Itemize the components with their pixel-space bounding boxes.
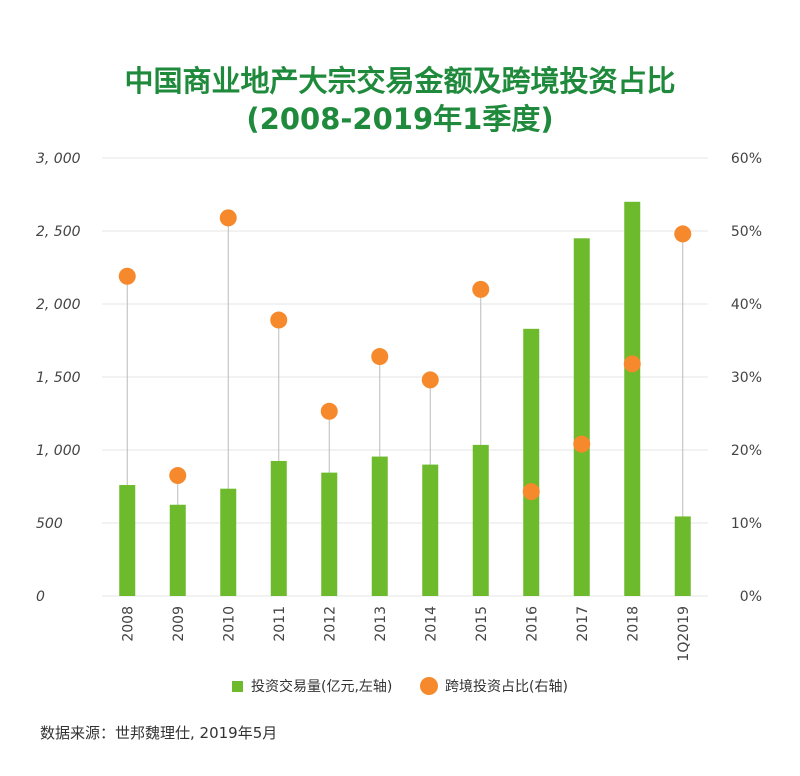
bar [220, 488, 237, 596]
legend-item-bars: 投资交易量(亿元,左轴) [232, 676, 392, 696]
legend-label-dots: 跨境投资占比(右轴) [445, 679, 568, 695]
right-tick-label: 60% [731, 151, 762, 167]
bar [321, 472, 338, 596]
dot-marker [371, 348, 389, 366]
bar [371, 456, 388, 596]
right-tick-label: 0% [740, 589, 762, 605]
right-tick-label: 40% [731, 297, 762, 313]
bar [119, 485, 136, 596]
bar [624, 201, 641, 597]
legend: 投资交易量(亿元,左轴) 跨境投资占比(右轴) [0, 676, 800, 698]
left-tick-label: 2, 500 [36, 224, 81, 240]
x-tick-label: 2016 [524, 606, 540, 642]
left-tick-label: 3, 000 [36, 151, 81, 167]
left-tick-label: 2, 000 [36, 297, 81, 313]
bar [270, 460, 287, 596]
chart-title: 中国商业地产大宗交易金额及跨境投资占比 [124, 64, 676, 98]
dot-marker [270, 311, 288, 329]
bar [169, 504, 186, 596]
legend-swatch-bar [232, 680, 243, 692]
x-tick-label: 2010 [221, 606, 237, 642]
dot-marker [674, 225, 692, 243]
dot-marker [522, 483, 540, 501]
chart-canvas: 0 500 1, 000 1, 500 2, 000 2, 500 3, 000 0% 10% 2… [36, 151, 762, 662]
x-tick-label: 2014 [423, 606, 439, 642]
legend-label-bars: 投资交易量(亿元,左轴) [251, 679, 393, 695]
dot-marker [421, 371, 439, 389]
left-tick-label: 1, 000 [36, 443, 81, 459]
dot-marker [320, 402, 338, 420]
x-tick-label: 2008 [120, 606, 136, 642]
x-tick-label: 2015 [474, 606, 490, 642]
legend-item-dots: 跨境投资占比(右轴) [420, 676, 568, 696]
right-tick-label: 50% [731, 224, 762, 240]
x-tick-label: 2009 [171, 606, 187, 642]
right-tick-label: 10% [731, 516, 762, 532]
dot-marker [219, 209, 237, 227]
x-tick-label: 2017 [575, 606, 591, 642]
bar [523, 328, 540, 596]
right-tick-label: 20% [731, 443, 762, 459]
left-tick-label: 500 [36, 516, 63, 532]
x-tick-label: 2011 [272, 606, 288, 642]
dot-marker [573, 435, 591, 453]
left-tick-label: 1, 500 [36, 370, 81, 386]
dot-marker [472, 280, 490, 298]
bar [674, 516, 691, 596]
bar [422, 464, 439, 596]
x-tick-label: 2012 [322, 606, 338, 642]
bar [573, 238, 590, 597]
right-tick-label: 30% [731, 370, 762, 386]
legend-swatch-dot [420, 677, 438, 695]
dot-marker [118, 267, 136, 285]
x-tick-label: 1Q2019 [676, 606, 692, 662]
x-tick-label: 2013 [373, 606, 389, 642]
dot-marker [623, 355, 641, 373]
chart-subtitle: (2008-2019年1季度) [246, 102, 554, 136]
dot-marker [169, 467, 187, 485]
bar [472, 444, 489, 596]
source-note: 数据来源：世邦魏理仕, 2019年5月 [40, 724, 278, 742]
left-tick-label: 0 [36, 589, 45, 605]
x-tick-label: 2018 [625, 606, 641, 642]
